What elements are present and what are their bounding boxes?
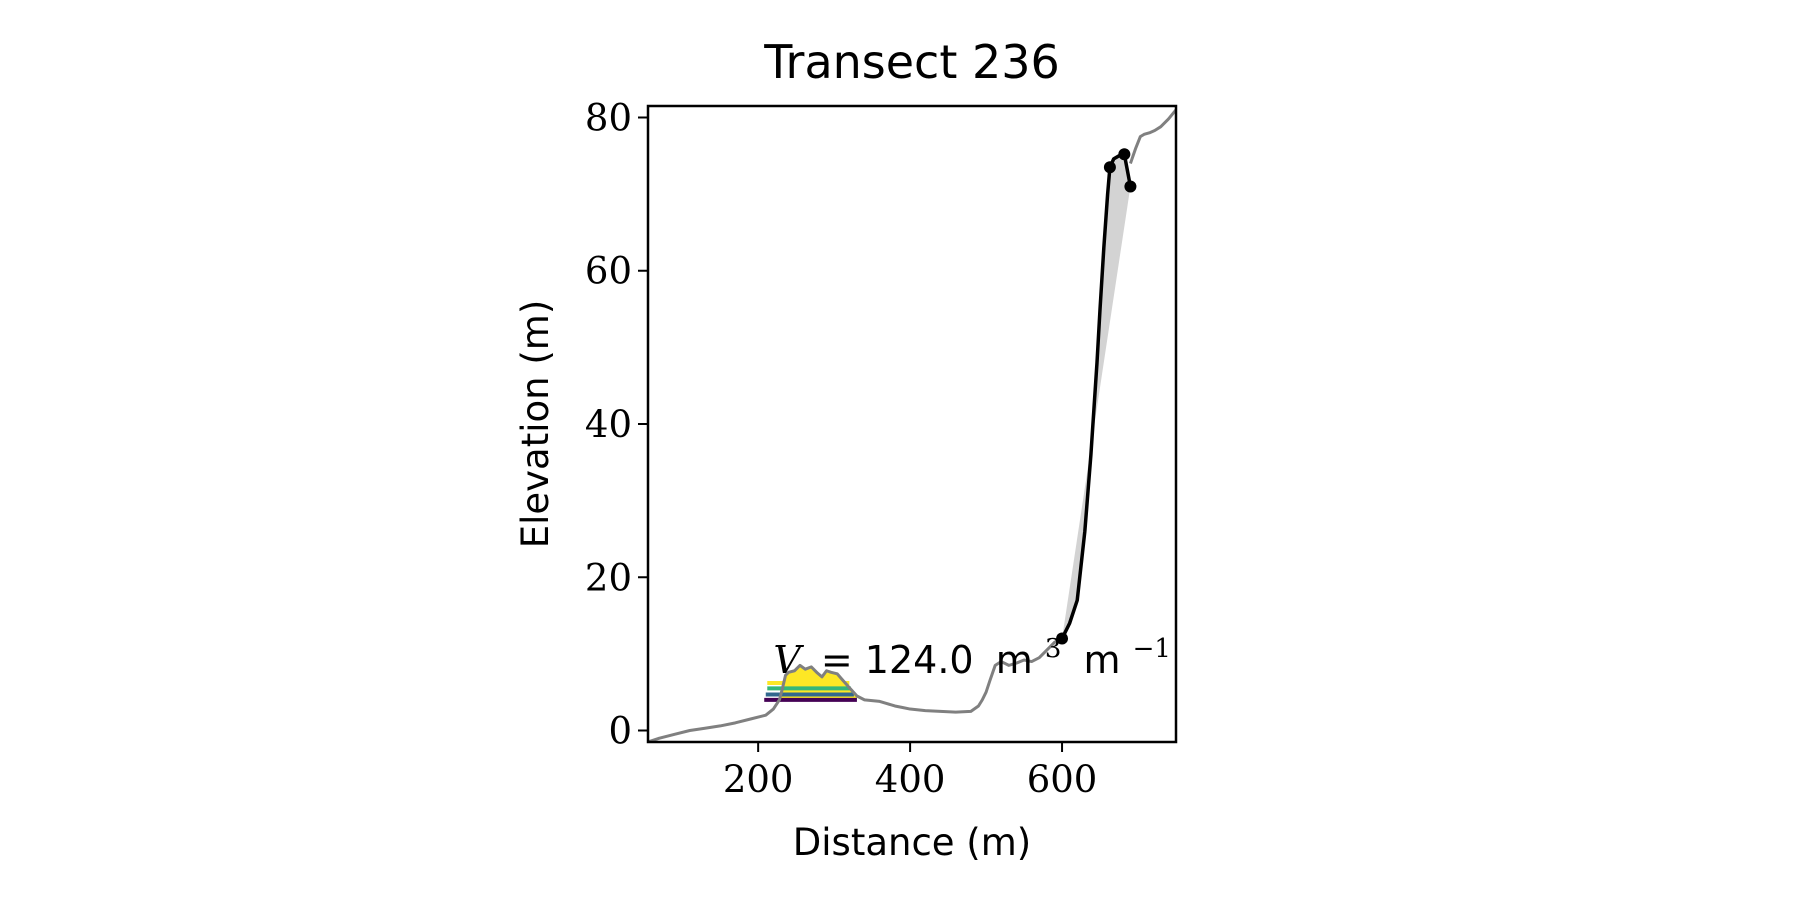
y-tick-label: 20 <box>585 556 632 599</box>
cliff-point-2 <box>1103 161 1116 174</box>
y-axis-label: Elevation (m) <box>514 300 557 549</box>
y-tick-label: 0 <box>608 710 632 753</box>
y-tick-label: 40 <box>585 403 632 446</box>
annotation-exp1: 3 <box>1045 634 1062 664</box>
y-tick-label: 60 <box>585 250 632 293</box>
cliff-point-3 <box>1118 148 1131 161</box>
cliff-point-4 <box>1124 180 1137 193</box>
annotation-equals: = 124.0 <box>821 638 974 682</box>
annotation-var: V <box>773 638 804 682</box>
plot-area <box>648 108 1176 742</box>
y-axis-ticks: 0 20 40 60 80 <box>585 96 648 753</box>
x-axis-label: Distance (m) <box>793 821 1031 864</box>
annotation-unit2: m <box>1083 638 1120 682</box>
x-tick-label: 200 <box>723 758 794 801</box>
chart-title: Transect 236 <box>763 35 1060 89</box>
plot-marks <box>648 108 1176 742</box>
annotation-exp2: −1 <box>1133 634 1171 664</box>
y-tick-label: 80 <box>585 96 632 139</box>
x-tick-label: 600 <box>1027 758 1098 801</box>
cliff-line <box>1060 152 1133 640</box>
x-tick-label: 400 <box>875 758 946 801</box>
volume-annotation: V = 124.0 m 3 m −1 <box>773 622 1171 682</box>
profile-line <box>648 637 1063 742</box>
cliff-point-1 <box>1056 632 1069 645</box>
annotation-unit: m <box>996 638 1033 682</box>
x-axis-ticks: 200 400 600 <box>723 742 1098 801</box>
profile-line-upper <box>1129 108 1176 164</box>
